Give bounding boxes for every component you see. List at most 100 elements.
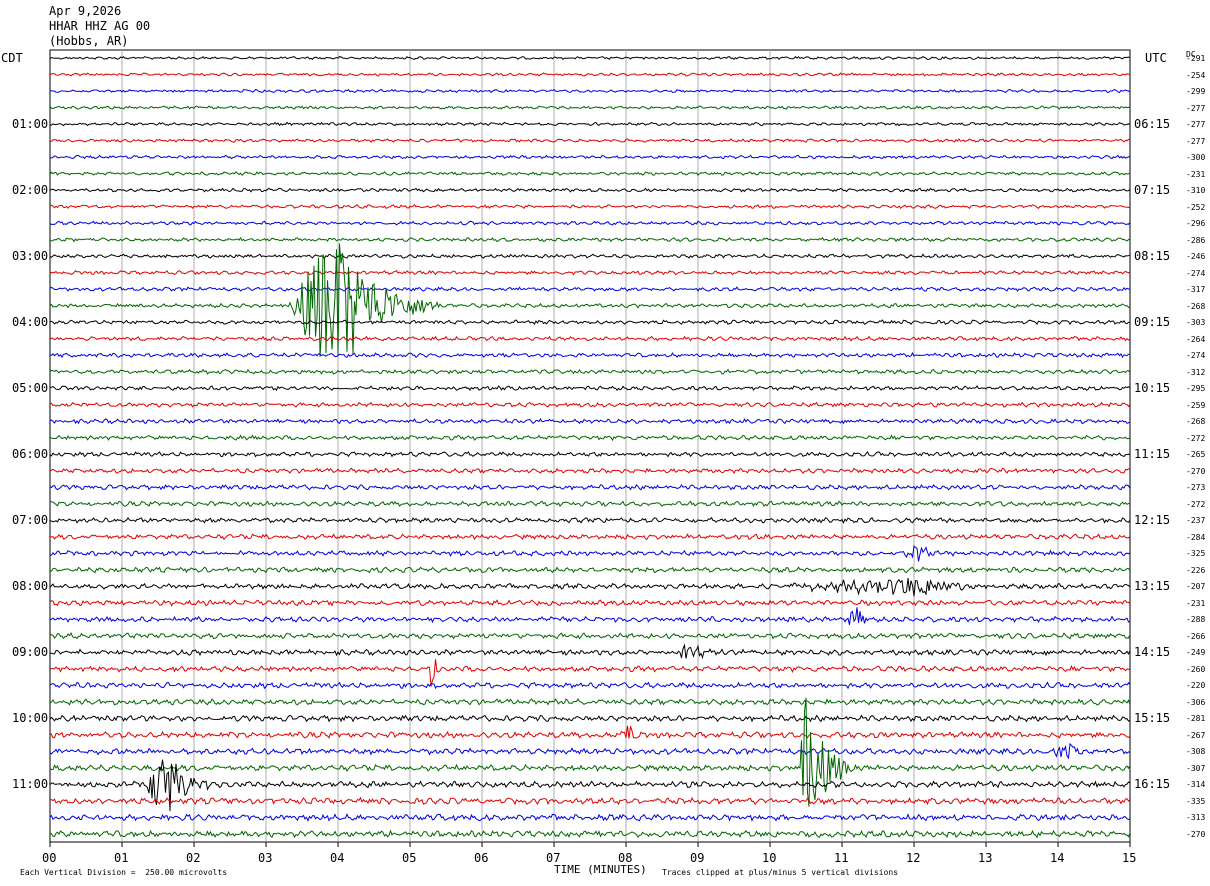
right-hour-label: 08:15: [1134, 249, 1171, 264]
trace-line: [49, 697, 1131, 807]
right-hour-label: 16:15: [1134, 777, 1171, 792]
trace-line: [49, 352, 1130, 359]
x-tick-label: 13: [978, 851, 993, 865]
x-tick-label: 00: [42, 851, 57, 865]
trace-line: [49, 698, 1131, 707]
trace-line: [49, 105, 1131, 110]
right-hour-label: 13:15: [1134, 579, 1171, 594]
dc-offset-label: -273: [1186, 483, 1206, 493]
x-axis-ticks: [49, 842, 1131, 847]
dc-offset-label: -286: [1186, 235, 1206, 245]
left-hour-label: 07:00: [12, 513, 49, 528]
right-hour-label: 10:15: [1134, 381, 1171, 396]
right-hour-label: 14:15: [1134, 645, 1171, 660]
dc-offset-label: -277: [1186, 103, 1206, 113]
x-tick-label: 12: [906, 851, 921, 865]
left-hour-label: 08:00: [12, 579, 49, 594]
dc-offset-label: -270: [1186, 466, 1206, 476]
dc-offset-label: -231: [1186, 169, 1206, 179]
right-hour-label: 15:15: [1134, 711, 1171, 726]
dc-offset-label: -295: [1186, 384, 1206, 394]
dc-offset-label: -259: [1186, 400, 1206, 410]
dc-offset-label: -313: [1186, 813, 1206, 823]
trace-line: [49, 385, 1131, 392]
dc-offset-label: -274: [1186, 268, 1206, 278]
x-tick-label: 04: [330, 851, 345, 865]
trace-line: [49, 335, 1131, 342]
trace-line: [49, 171, 1131, 177]
trace-line: [50, 88, 1131, 94]
trace-line: [49, 631, 1131, 640]
dc-offset-label: -207: [1186, 582, 1206, 592]
left-hour-label: 05:00: [12, 381, 49, 396]
trace-line: [49, 607, 1131, 625]
left-hour-label: 01:00: [12, 117, 49, 132]
dc-offset-label: -299: [1186, 87, 1206, 97]
x-tick-label: 10: [762, 851, 777, 865]
dc-offset-label: -307: [1186, 763, 1206, 773]
dc-offset-label: -249: [1186, 648, 1206, 658]
x-tick-label: 09: [690, 851, 705, 865]
trace-line: [49, 742, 1131, 760]
x-tick-label: 05: [402, 851, 417, 865]
dc-offset-label: -310: [1186, 186, 1206, 196]
header-station: HHAR HHZ AG 00: [49, 19, 151, 33]
dc-offset-label: -272: [1186, 499, 1206, 509]
dc-offset-label: -226: [1186, 565, 1206, 575]
trace-line: [49, 578, 1131, 597]
clip-note: Traces clipped at plus/minus 5 vertical …: [662, 868, 899, 877]
dc-offset-label: -231: [1186, 598, 1206, 608]
dc-offset-label: -220: [1186, 681, 1206, 691]
dc-offset-label: -277: [1186, 120, 1206, 130]
trace-line: [49, 533, 1131, 541]
dc-offset-label: -252: [1186, 202, 1206, 212]
right-hour-label: 11:15: [1134, 447, 1171, 462]
trace-line: [49, 566, 1131, 574]
x-tick-label: 07: [546, 851, 561, 865]
trace-line: [49, 187, 1131, 193]
trace-line: [49, 725, 1131, 739]
dc-offset-label: -325: [1186, 549, 1206, 559]
dc-offset-label: -277: [1186, 136, 1206, 146]
trace-line: [49, 599, 1131, 607]
dc-offset-label: -281: [1186, 714, 1206, 724]
dc-offset-label: -306: [1186, 697, 1206, 707]
dc-offset-label: -260: [1186, 664, 1206, 674]
trace-line: [49, 236, 1131, 243]
dc-offset-label: -308: [1186, 747, 1206, 757]
trace-line: [49, 659, 1131, 687]
trace-line: [49, 253, 1131, 259]
header-date: Apr 9,2026: [49, 4, 122, 18]
dc-offset-label: -266: [1186, 631, 1206, 641]
dc-offset-label: -254: [1186, 70, 1206, 80]
x-tick-label: 14: [1050, 851, 1065, 865]
trace-line: [49, 483, 1131, 491]
trace-line: [49, 269, 1131, 276]
dc-offset-label: -246: [1186, 252, 1206, 262]
trace-line: [49, 467, 1131, 475]
plot-grid: [49, 49, 1131, 843]
left-hour-label: 02:00: [12, 183, 49, 198]
dc-offset-label: -335: [1186, 796, 1206, 806]
dc-offset-label: -300: [1186, 153, 1206, 163]
dc-offset-label: -288: [1186, 615, 1206, 625]
left-hour-label: 04:00: [12, 315, 49, 330]
dc-offset-label: -284: [1186, 532, 1206, 542]
left-hour-label: 03:00: [12, 249, 49, 264]
trace-line: [49, 418, 1131, 425]
left-hour-label: 10:00: [12, 711, 49, 726]
x-tick-label: 03: [258, 851, 273, 865]
right-hour-label: 12:15: [1134, 513, 1171, 528]
trace-line: [49, 500, 1131, 507]
dc-offset-label: -317: [1186, 285, 1206, 295]
left-timezone-label: CDT: [1, 51, 23, 65]
trace-line: [49, 759, 1131, 812]
dc-offset-label: -291: [1186, 54, 1206, 63]
dc-offset-label: -270: [1186, 830, 1206, 839]
x-tick-label: 15: [1122, 851, 1137, 865]
trace-line: [49, 55, 1131, 61]
trace-line: [49, 643, 1131, 660]
dc-offset-label: -274: [1186, 351, 1206, 361]
dc-offset-label: -265: [1186, 450, 1206, 460]
